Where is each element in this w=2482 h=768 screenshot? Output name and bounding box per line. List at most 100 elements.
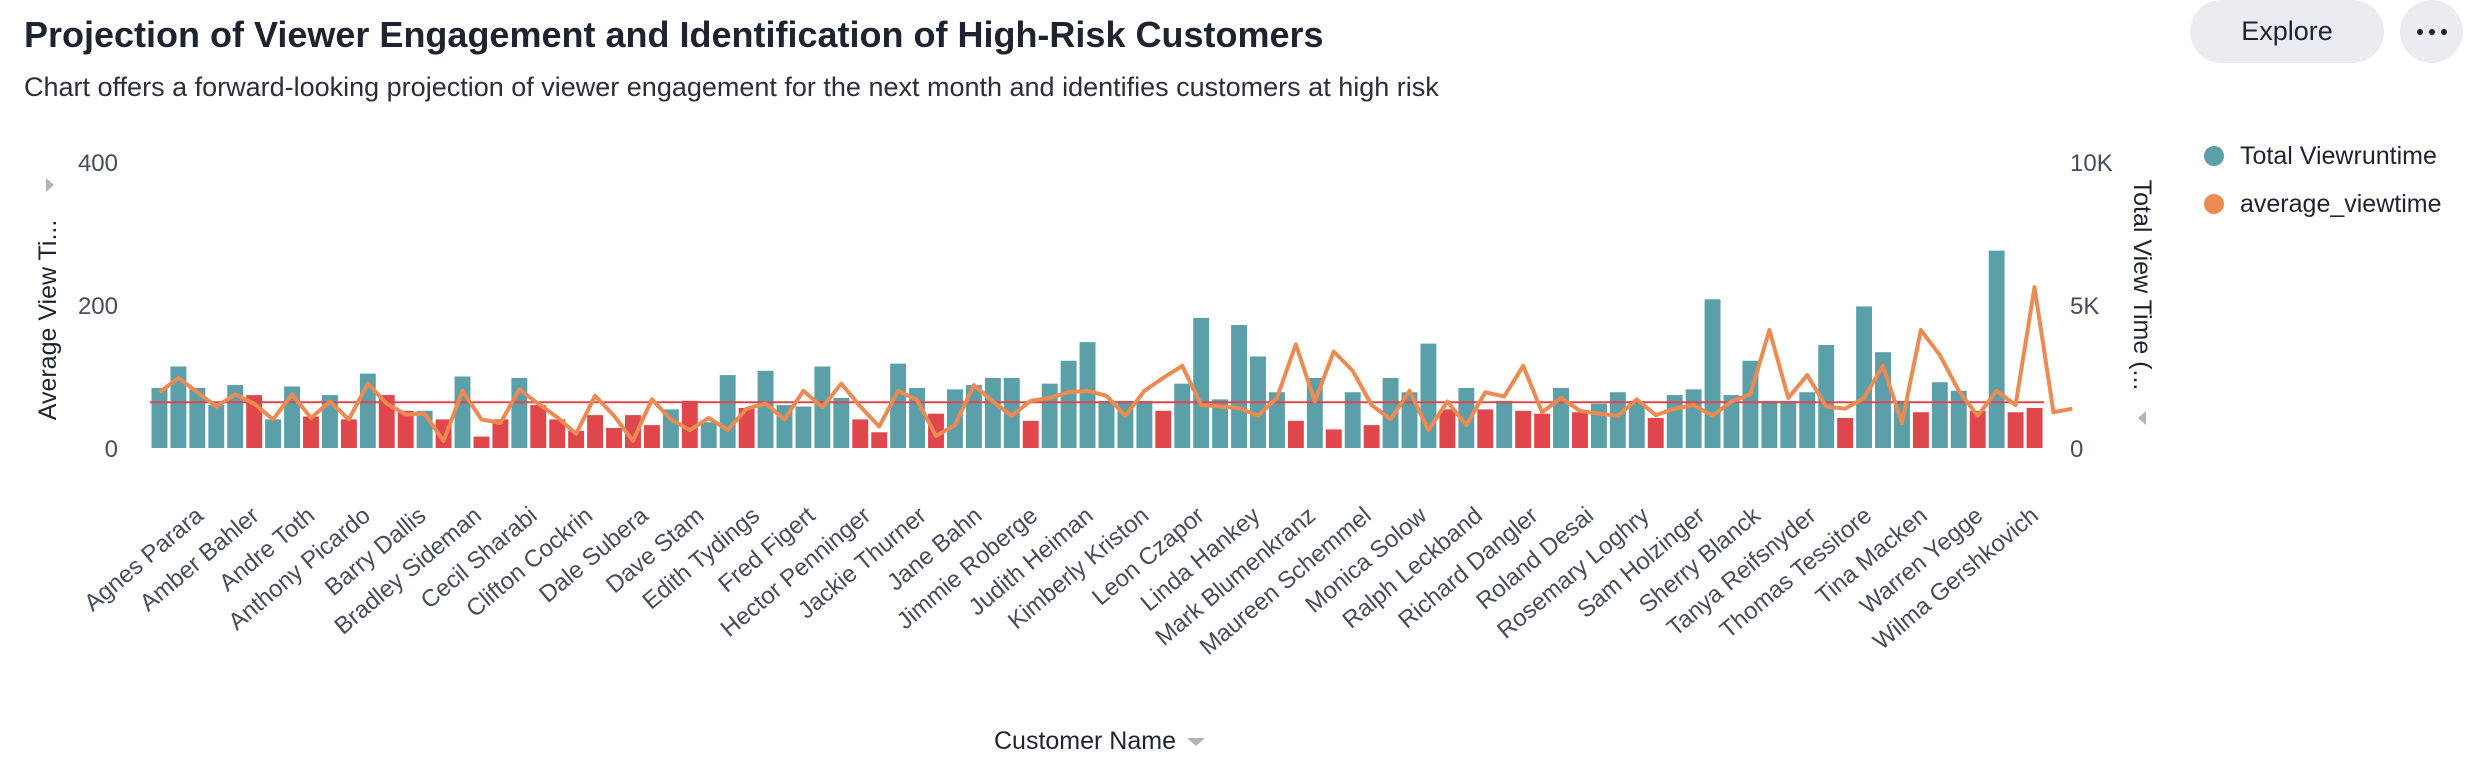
bar[interactable] [662,409,679,448]
bar[interactable] [1931,382,1948,448]
bar[interactable] [719,375,736,448]
bar[interactable] [1628,400,1645,448]
bar[interactable] [1780,400,1797,448]
bar[interactable] [1515,410,1532,448]
bar[interactable] [1496,400,1513,448]
bar[interactable] [1534,413,1551,448]
bar[interactable] [1704,299,1721,448]
bar[interactable] [1647,417,1664,448]
bar[interactable] [833,397,850,448]
bar[interactable] [1856,306,1873,448]
chevron-down-icon[interactable] [1187,738,1205,746]
right-axis-label: Total View Time (... [2128,180,2156,391]
bar[interactable] [1060,360,1077,448]
bar[interactable] [1420,343,1437,448]
bar[interactable] [1325,429,1342,448]
bar[interactable] [1003,377,1020,448]
explore-button[interactable]: Explore [2190,0,2384,63]
bar[interactable] [1799,392,1816,448]
bar[interactable] [1174,383,1191,448]
right-axis-ticks: 10K 5K 0 [2070,150,2113,463]
bar[interactable] [1401,392,1418,448]
bar[interactable] [1363,425,1380,448]
bar[interactable] [321,395,338,448]
bar[interactable] [757,370,774,448]
bar[interactable] [1572,412,1588,448]
bar[interactable] [303,416,319,448]
bar[interactable] [1287,420,1304,448]
left-tick-label: 400 [78,150,118,177]
bar[interactable] [852,419,869,448]
bar[interactable] [871,432,888,448]
bar[interactable] [227,385,244,448]
bar[interactable] [1231,325,1248,448]
bar[interactable] [890,363,907,448]
bar[interactable] [1837,417,1854,448]
bar[interactable] [1723,395,1740,448]
more-options-button[interactable] [2400,0,2463,63]
bar[interactable] [643,425,660,448]
bar[interactable] [1155,410,1172,448]
bar[interactable] [151,387,168,448]
right-tick-label: 0 [2070,436,2083,463]
collapse-right-axis-icon[interactable] [2138,411,2146,425]
bar[interactable] [1988,250,2005,448]
bar[interactable] [681,400,698,448]
bar[interactable] [1344,392,1361,448]
bar[interactable] [606,427,622,448]
bar[interactable] [1268,392,1285,448]
bar[interactable] [1193,317,1210,448]
bar[interactable] [1950,390,1967,448]
bar[interactable] [984,377,1001,448]
bar[interactable] [1969,410,1986,448]
left-axis-ticks: 400 200 0 [78,150,118,463]
left-axis-label: Average View Ti... [34,220,62,421]
bar[interactable] [1382,377,1399,448]
bar[interactable] [454,376,471,449]
bar[interactable] [928,413,944,448]
legend-label: average_viewtime [2240,189,2442,218]
bar[interactable] [208,405,225,448]
bar[interactable] [2007,412,2024,448]
bar[interactable] [700,422,717,448]
bar[interactable] [795,406,812,448]
bar[interactable] [492,419,509,448]
bar[interactable] [549,419,566,448]
bar[interactable] [625,415,641,448]
bar[interactable] [1041,383,1058,448]
legend-swatch [2204,146,2224,166]
bar[interactable] [947,389,963,448]
bar[interactable] [265,419,282,448]
bar[interactable] [1098,400,1115,448]
bar[interactable] [738,407,755,448]
bar[interactable] [965,385,982,448]
bar[interactable] [1439,409,1456,448]
bar[interactable] [1136,400,1153,448]
bar[interactable] [1079,342,1096,448]
bar[interactable] [170,366,187,448]
bar[interactable] [530,405,547,448]
bar[interactable] [1590,403,1607,448]
bar[interactable] [1609,392,1626,448]
collapse-left-axis-icon[interactable] [46,178,54,192]
bar[interactable] [397,410,414,448]
bar[interactable] [340,419,357,448]
legend-item-average-viewtime[interactable]: average_viewtime [2204,180,2442,228]
bar[interactable] [1477,409,1494,448]
bar[interactable] [1912,412,1929,448]
bar[interactable] [1761,400,1778,448]
bar[interactable] [568,430,585,448]
bar[interactable] [1685,389,1702,448]
legend-swatch [2204,194,2224,214]
legend-item-total-viewruntime[interactable]: Total Viewruntime [2204,132,2442,180]
bar[interactable] [587,415,604,448]
bar[interactable] [1818,345,1835,448]
bar[interactable] [1212,399,1229,448]
x-axis-label[interactable]: Customer Name [994,727,1176,755]
bar[interactable] [2026,407,2043,448]
bar[interactable] [473,436,490,448]
right-tick-label: 5K [2070,293,2099,320]
bar[interactable] [378,395,395,448]
bar[interactable] [1022,420,1039,448]
